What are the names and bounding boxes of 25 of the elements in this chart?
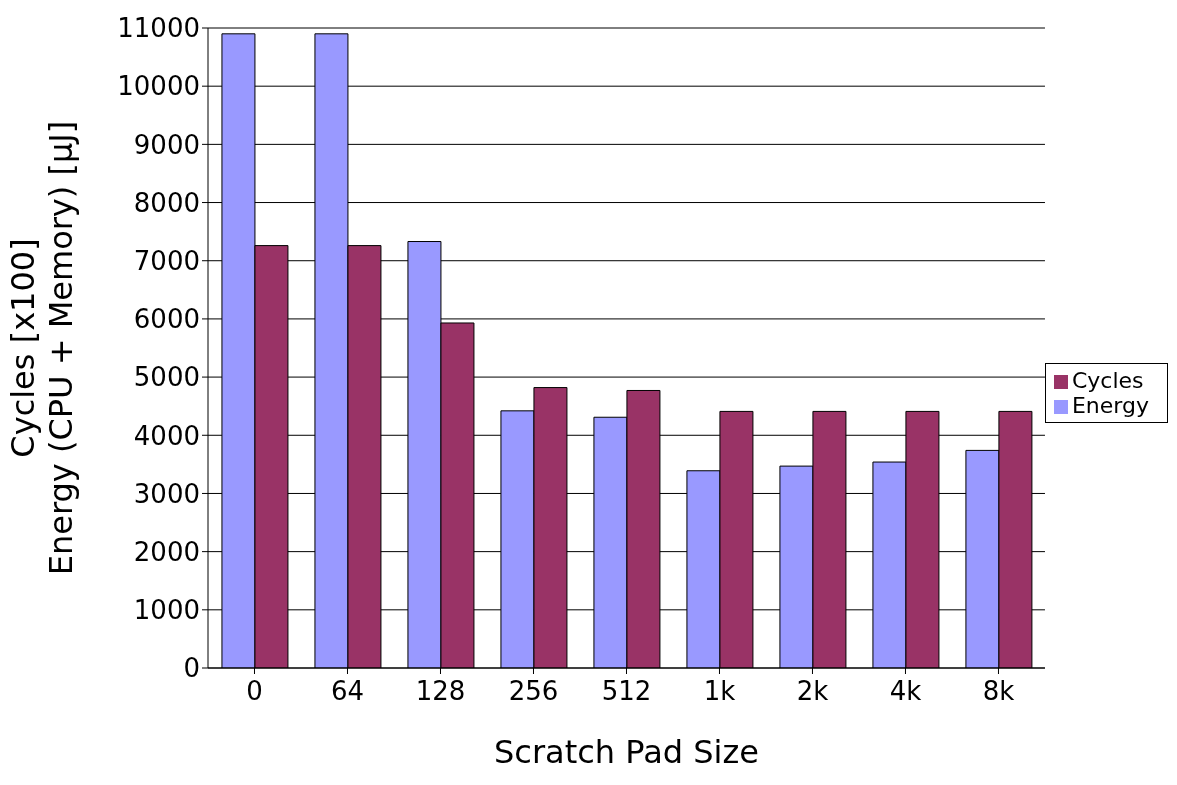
y-tick-label: 1000: [133, 595, 200, 626]
x-tick-label: 128: [415, 676, 466, 707]
y-tick-label: 0: [183, 653, 200, 684]
x-tick-label: 512: [601, 676, 652, 707]
y-tick-label: 8000: [133, 187, 200, 218]
y-tick-label: 9000: [133, 129, 200, 160]
x-tick-label: 2k: [796, 676, 829, 707]
x-tick-label: 64: [330, 676, 365, 707]
y-axis-title: Cycles [x100] Energy (CPU + Memory) [µJ]: [4, 120, 80, 576]
y-tick-label: 4000: [133, 420, 200, 451]
y-tick-label: 2000: [133, 536, 200, 567]
x-tick-label: 256: [508, 676, 559, 707]
y-tick-label: 10000: [117, 71, 200, 102]
x-axis-title: Scratch Pad Size: [494, 733, 759, 771]
y-tick-label: 5000: [133, 362, 200, 393]
x-tick-label: 0: [246, 676, 263, 707]
y-tick-label: 3000: [133, 478, 200, 509]
x-tick-label: 1k: [703, 676, 736, 707]
x-tick-label: 4k: [889, 676, 922, 707]
legend-label: Energy: [1071, 393, 1149, 418]
y-tick-label: 11000: [117, 13, 200, 44]
y-tick-label: 6000: [133, 304, 200, 335]
legend-label: Cycles: [1071, 368, 1144, 393]
y-tick-label: 7000: [133, 245, 200, 276]
x-tick-label: 8k: [982, 676, 1015, 707]
